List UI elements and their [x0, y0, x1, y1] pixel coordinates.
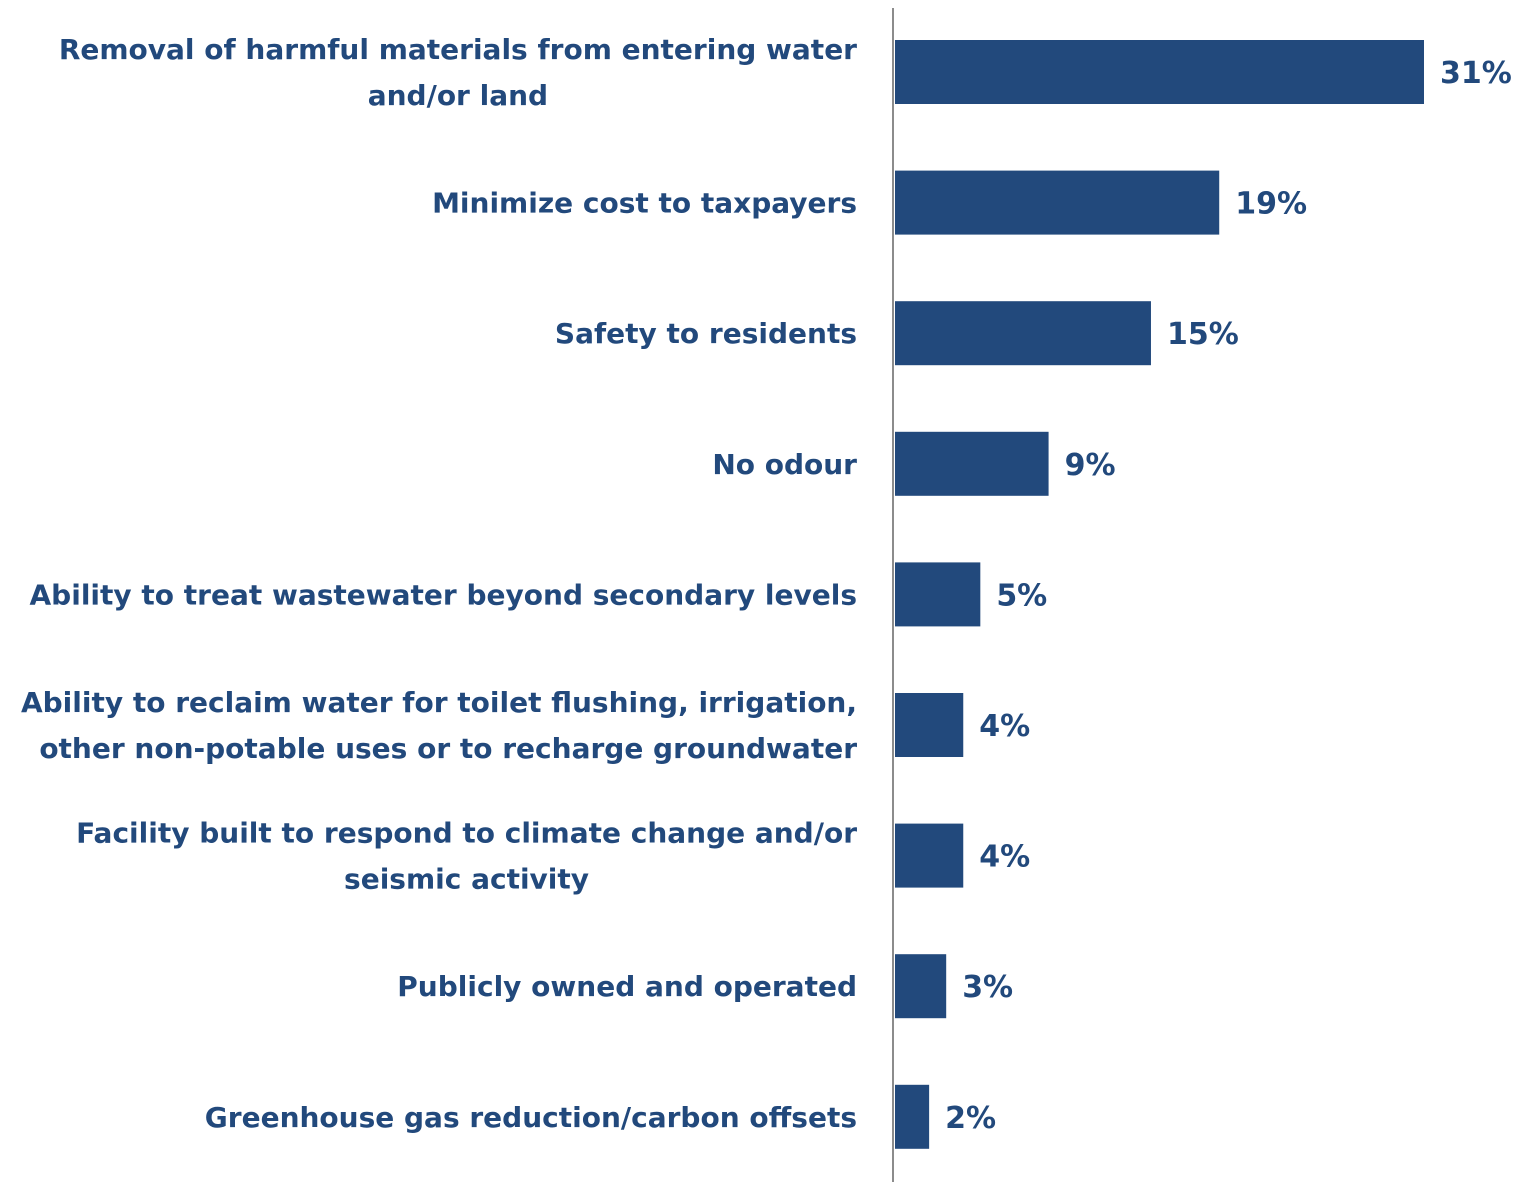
category-label-0-line-0: Removal of harmful materials from enteri… [59, 33, 857, 66]
category-label-8: Greenhouse gas reduction/carbon offsets [205, 1101, 857, 1134]
bar-4 [895, 562, 981, 627]
category-label-1-line-0: Minimize cost to taxpayers [432, 187, 857, 220]
bar-8 [895, 1084, 930, 1149]
value-label-0: 31% [1440, 56, 1512, 91]
category-label-4-line-0: Ability to treat wastewater beyond secon… [30, 578, 857, 611]
value-label-6: 4% [979, 840, 1030, 875]
value-labels: 31% 19% 15% 9% 5% 4% 4% 3% 2% [945, 56, 1512, 1136]
category-label-0-line-1: and/or land [368, 79, 548, 112]
category-label-5: Ability to reclaim water for toilet flus… [21, 686, 857, 765]
category-label-2-line-0: Safety to residents [555, 317, 857, 350]
category-label-3: No odour [712, 448, 857, 481]
bar-6 [895, 823, 964, 888]
bar-2 [895, 301, 1151, 366]
value-label-3: 9% [1065, 448, 1116, 483]
category-label-7-line-0: Publicly owned and operated [397, 970, 857, 1003]
category-label-6-line-1: seismic activity [344, 863, 589, 896]
bar-0 [895, 40, 1424, 104]
value-label-4: 5% [996, 578, 1047, 613]
value-label-1: 19% [1235, 187, 1307, 222]
bar-3 [895, 431, 1049, 496]
category-label-2: Safety to residents [555, 317, 857, 350]
bar-5 [895, 693, 964, 757]
category-label-4: Ability to treat wastewater beyond secon… [30, 578, 857, 611]
value-label-5: 4% [979, 709, 1030, 744]
category-label-1: Minimize cost to taxpayers [432, 187, 857, 220]
category-label-6-line-0: Facility built to respond to climate cha… [76, 817, 857, 850]
category-label-5-line-1: other non-potable uses or to recharge gr… [39, 732, 857, 765]
bar-1 [895, 170, 1220, 235]
value-label-7: 3% [962, 970, 1013, 1005]
category-label-0: Removal of harmful materials from enteri… [59, 33, 857, 112]
bars [895, 40, 1424, 1149]
category-label-3-line-0: No odour [712, 448, 857, 481]
bar-7 [895, 954, 947, 1019]
category-label-8-line-0: Greenhouse gas reduction/carbon offsets [205, 1101, 857, 1134]
category-label-6: Facility built to respond to climate cha… [76, 817, 857, 896]
category-labels: Removal of harmful materials from enteri… [21, 33, 857, 1134]
value-label-2: 15% [1167, 317, 1239, 352]
category-label-5-line-0: Ability to reclaim water for toilet flus… [21, 686, 857, 719]
category-label-7: Publicly owned and operated [397, 970, 857, 1003]
value-label-8: 2% [945, 1101, 996, 1136]
